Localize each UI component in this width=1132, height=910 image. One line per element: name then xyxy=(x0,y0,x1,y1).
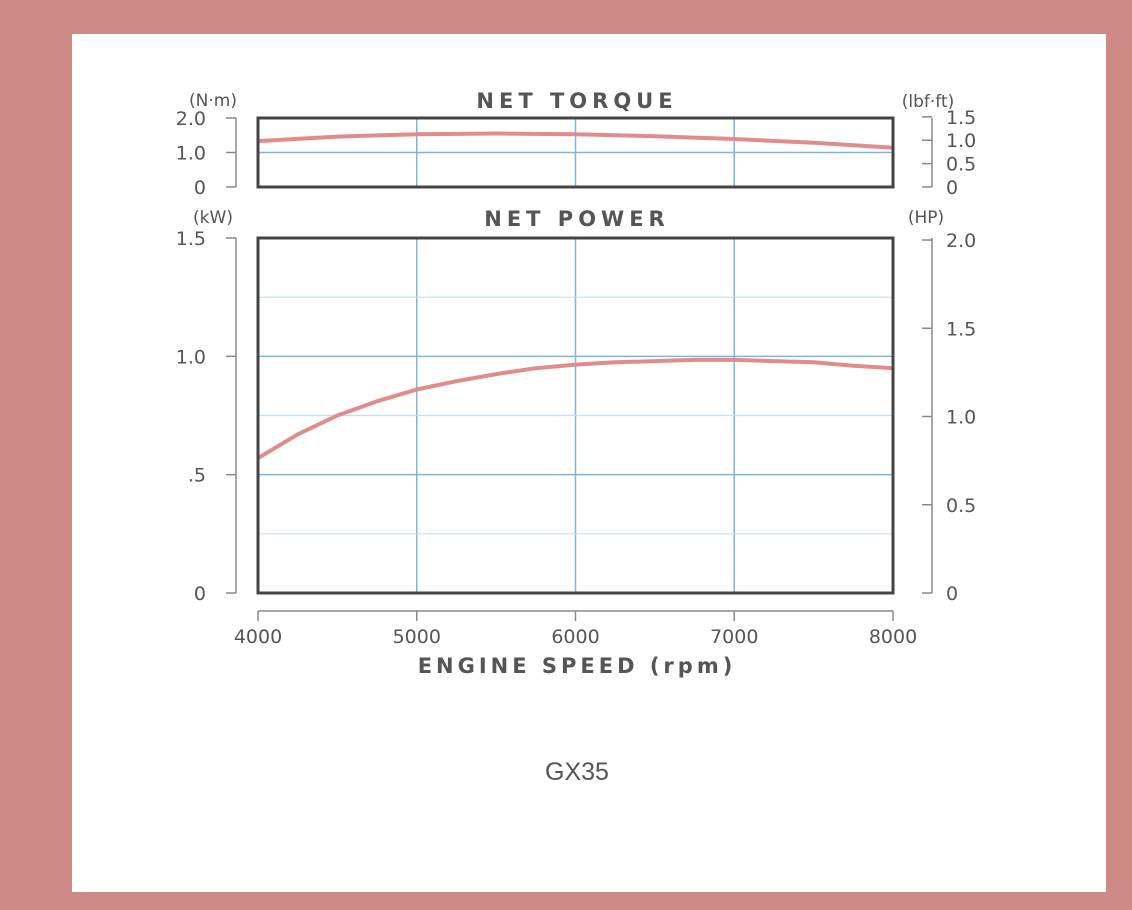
torque-left-axis: 2.0 1.0 0 xyxy=(176,108,237,199)
power-x-tick-label: 6000 xyxy=(551,626,599,648)
power-plot-border xyxy=(256,236,895,595)
torque-grid xyxy=(258,118,893,187)
power-x-axis: 4000 5000 6000 7000 8000 xyxy=(234,610,917,648)
power-right-tick-label: 0.5 xyxy=(946,495,976,517)
power-x-tick-label: 5000 xyxy=(393,626,441,648)
model-name: GX35 xyxy=(545,758,609,786)
torque-left-tick-label: 1.0 xyxy=(176,143,206,165)
power-right-tick-label: 1.5 xyxy=(946,318,976,340)
power-curve xyxy=(256,357,894,460)
power-left-tick-label: 1.5 xyxy=(176,228,206,250)
power-right-axis: 2.0 1.5 1.0 0.5 0 xyxy=(922,230,976,605)
power-title: NET POWER xyxy=(484,207,669,231)
torque-chart: 2.01.00 1.51.00.50 NET TORQUE (N·m) (lbf… xyxy=(176,89,976,199)
torque-left-tick-label: 2.0 xyxy=(176,108,206,130)
power-x-tick-label: 7000 xyxy=(710,626,758,648)
power-right-unit: (HP) xyxy=(908,208,944,228)
power-grid xyxy=(258,238,893,593)
torque-right-tick-label: 0.5 xyxy=(946,154,976,176)
power-left-axis: 1.5 1.0 .5 0 xyxy=(176,228,237,605)
power-chart: 1.5 1.0 .5 0 2.0 1.5 1.0 0.5 0 4000 5000 6000 7000… xyxy=(176,207,976,678)
power-left-tick-label: 1.0 xyxy=(176,346,206,368)
torque-right-axis: 1.51.00.50 xyxy=(922,107,976,199)
power-left-tick-label: 0 xyxy=(194,583,206,605)
torque-left-unit: (N·m) xyxy=(189,91,237,111)
power-right-tick-label: 0 xyxy=(946,583,958,605)
torque-right-tick-label: 1.0 xyxy=(946,130,976,152)
torque-right-tick-label: 1.5 xyxy=(946,107,976,129)
power-left-unit: (kW) xyxy=(193,208,233,228)
torque-plot-border xyxy=(256,116,895,189)
torque-right-unit: (lbf·ft) xyxy=(902,92,955,112)
power-x-tick-label: 4000 xyxy=(234,626,282,648)
torque-left-tick-label: 0 xyxy=(194,177,206,199)
x-axis-label: ENGINE SPEED (rpm) xyxy=(418,654,737,678)
power-x-tick-label: 8000 xyxy=(869,626,917,648)
power-left-tick-label: .5 xyxy=(188,465,206,487)
torque-curve xyxy=(257,131,894,150)
torque-title: NET TORQUE xyxy=(476,89,677,113)
chart-panel xyxy=(72,34,1106,892)
power-right-tick-label: 1.0 xyxy=(946,407,976,429)
power-right-tick-label: 2.0 xyxy=(946,230,976,252)
torque-right-tick-label: 0 xyxy=(946,177,958,199)
